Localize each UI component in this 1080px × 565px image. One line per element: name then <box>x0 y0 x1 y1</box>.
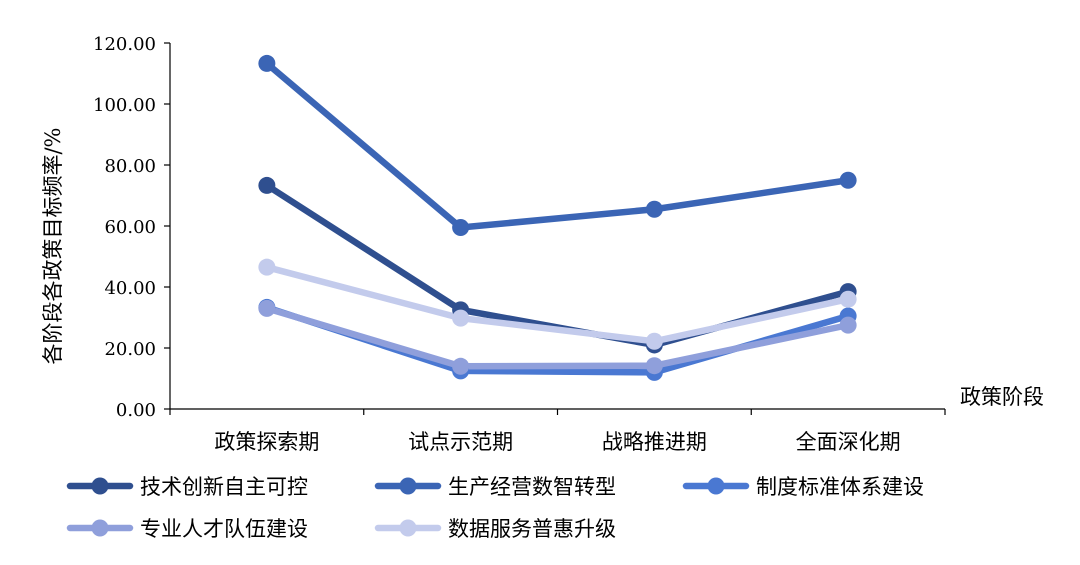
y-tick-label: 120.00 <box>93 34 156 55</box>
data-point <box>258 54 276 72</box>
y-tick-label: 60.00 <box>104 217 156 238</box>
data-point <box>645 332 663 350</box>
x-tick-label: 试点示范期 <box>408 430 513 454</box>
y-tick-label: 80.00 <box>104 156 156 177</box>
legend-swatch-marker <box>91 477 109 495</box>
legend-swatch-marker <box>91 519 109 537</box>
legend-label: 制度标准体系建设 <box>756 475 924 499</box>
legend-label: 生产经营数智转型 <box>448 475 616 499</box>
data-point <box>645 357 663 375</box>
x-tick-labels: 政策探索期 试点示范期 战略推进期 全面深化期 <box>214 430 900 454</box>
data-point <box>839 290 857 308</box>
data-point <box>258 299 276 317</box>
data-point <box>452 357 470 375</box>
y-tick-labels: 0.00 20.00 40.00 60.00 80.00 100.00 120.00 <box>93 34 156 421</box>
series-points <box>258 54 857 381</box>
data-point <box>452 219 470 237</box>
legend-swatch-marker <box>399 519 417 537</box>
x-tick-label: 政策探索期 <box>214 430 319 454</box>
data-point <box>839 316 857 334</box>
x-axis-title: 政策阶段 <box>960 385 1044 409</box>
legend-swatch-marker <box>707 477 725 495</box>
series-line-3 <box>263 305 852 370</box>
x-tick-label: 全面深化期 <box>796 430 901 454</box>
y-axis-title: 各阶段各政策目标频率/% <box>41 127 65 364</box>
data-point <box>258 258 276 276</box>
y-tick-label: 40.00 <box>104 278 156 299</box>
series-line-4 <box>263 263 852 345</box>
x-tick-label: 战略推进期 <box>602 430 707 454</box>
legend-label: 数据服务普惠升级 <box>448 517 616 541</box>
data-point <box>645 200 663 218</box>
legend-swatch-marker <box>399 477 417 495</box>
y-tick-label: 20.00 <box>104 339 156 360</box>
data-point <box>452 309 470 327</box>
series-lines <box>263 60 852 376</box>
y-tick-label: 100.00 <box>93 95 156 116</box>
data-point <box>258 176 276 194</box>
y-tick-label: 0.00 <box>116 400 156 421</box>
legend-label: 专业人才队伍建设 <box>140 517 308 541</box>
legend-label: 技术创新自主可控 <box>140 475 308 499</box>
axes <box>164 42 946 415</box>
data-point <box>839 171 857 189</box>
series-line-1 <box>263 60 852 231</box>
